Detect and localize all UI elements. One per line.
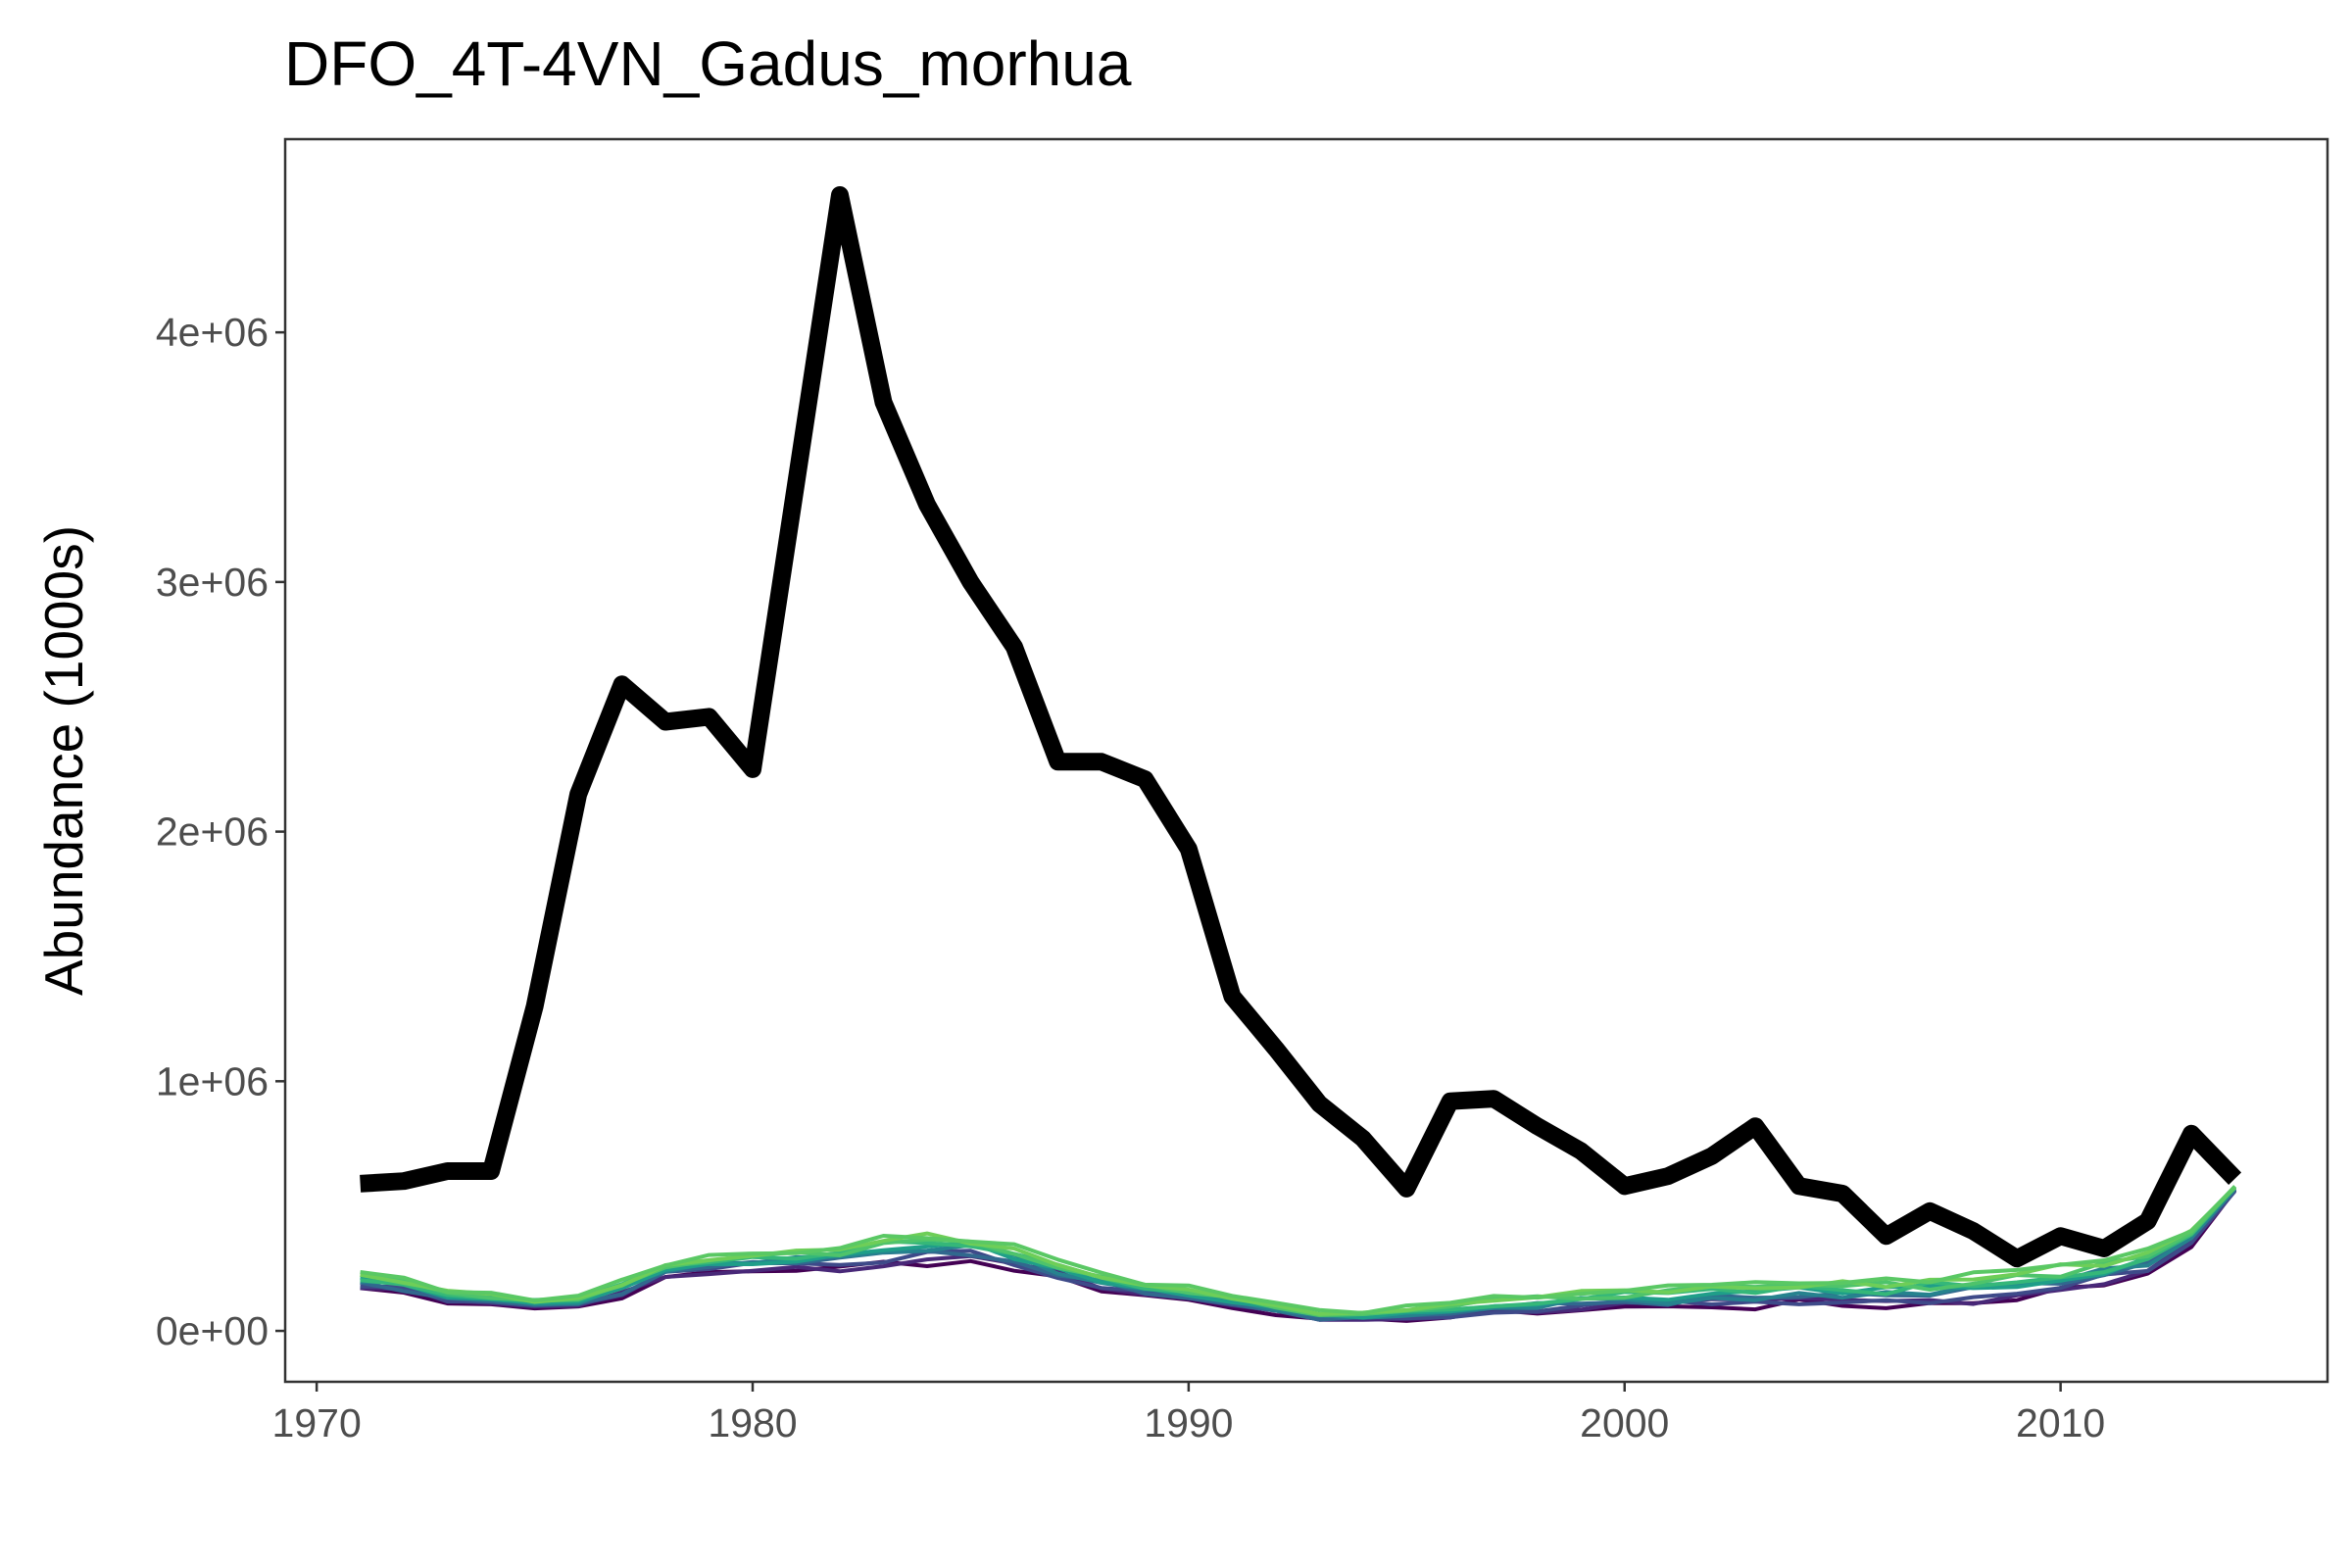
y-axis-title: Abundance (1000s)	[33, 525, 94, 996]
y-tick-label: 1e+06	[156, 1058, 269, 1103]
simulation-line	[360, 1185, 2237, 1315]
observed-series-line	[360, 186, 2242, 1268]
y-axis: 0e+00 1e+06 2e+06 3e+06 4e+06	[156, 310, 286, 1353]
chart-title: DFO_4T-4VN_Gadus_morhua	[284, 28, 1132, 99]
y-tick-label: 0e+00	[156, 1308, 269, 1353]
x-tick-label: 1980	[708, 1400, 797, 1446]
x-tick-label: 1970	[272, 1400, 362, 1446]
y-tick-label: 3e+06	[156, 560, 269, 605]
panel-border	[283, 137, 2329, 1384]
x-axis: 1970 1980 1990 2000 2010	[272, 1381, 2105, 1446]
y-tick-label: 4e+06	[156, 310, 269, 355]
x-tick-label: 2000	[1580, 1400, 1669, 1446]
x-tick-label: 1990	[1144, 1400, 1233, 1446]
plot-area	[360, 186, 2242, 1323]
y-tick-label: 2e+06	[156, 809, 269, 855]
x-tick-label: 2010	[2016, 1400, 2105, 1446]
